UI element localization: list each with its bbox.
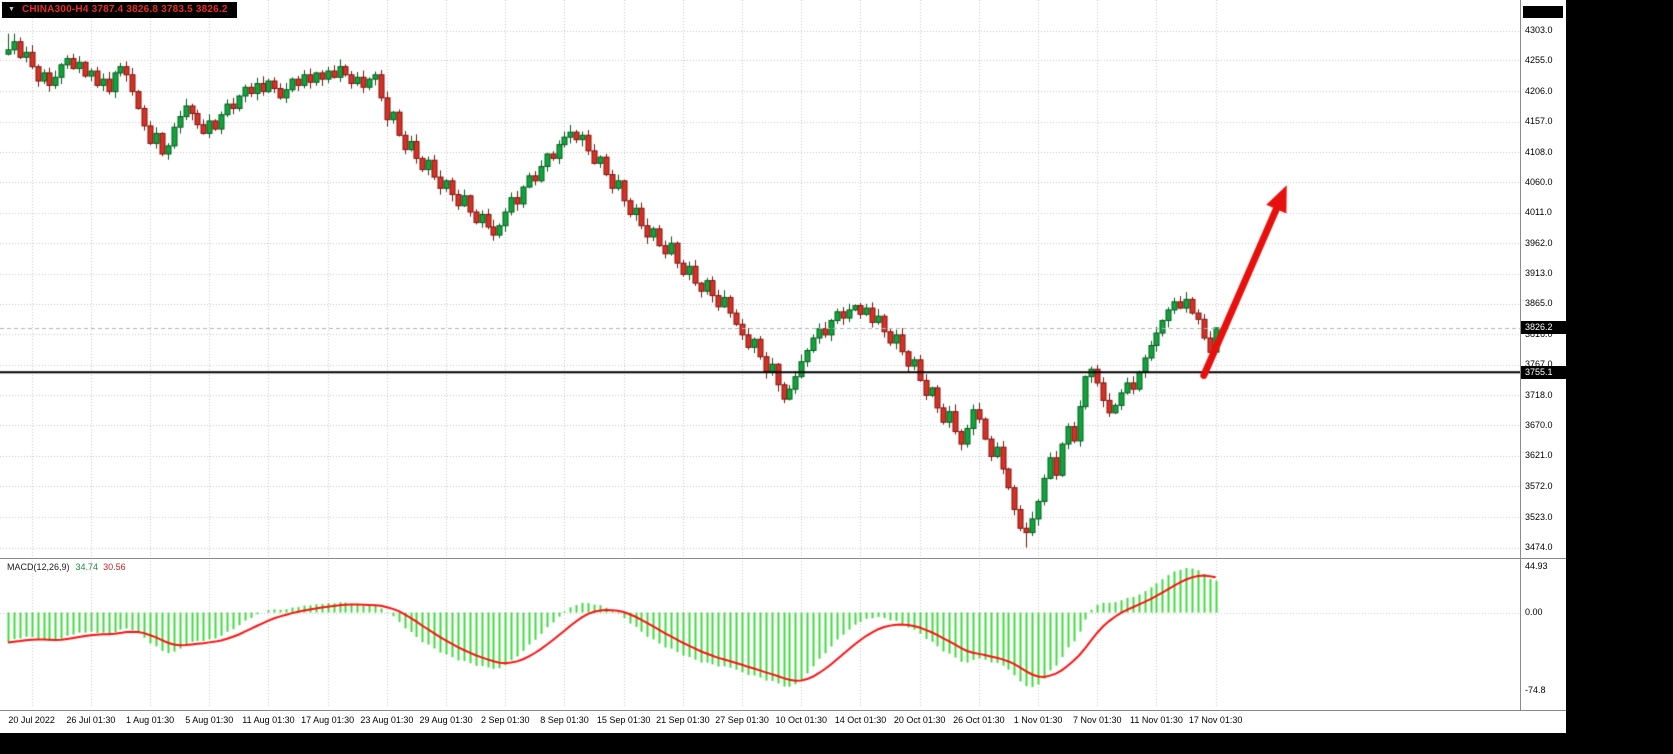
- macd-main-value: 34.74: [75, 562, 99, 572]
- current-price-badge: 3826.2: [1521, 321, 1566, 335]
- price-axis-label: 3767.0: [1525, 359, 1553, 370]
- price-axis-label: 4157.0: [1525, 116, 1553, 127]
- price-axis-label: 3962.0: [1525, 237, 1553, 248]
- price-axis-label: 3572.0: [1525, 480, 1553, 491]
- price-axis-label: 4060.0: [1525, 176, 1553, 187]
- time-axis-label: 29 Aug 01:30: [419, 715, 473, 725]
- chart-symbol-ohlc: CHINA300-H4 3787.4 3826.8 3783.5 3826.2: [21, 4, 228, 15]
- macd-name: MACD(12,26,9): [7, 562, 70, 572]
- time-axis[interactable]: 20 Jul 2022 26 Jul 01:30 1 Aug 01:30 5 Aug …: [0, 710, 1566, 733]
- price-axis-label: 3670.0: [1525, 419, 1553, 430]
- time-axis-label: 7 Nov 01:30: [1072, 715, 1122, 725]
- price-axis-label: 3523.0: [1525, 511, 1553, 522]
- time-axis-label: 26 Jul 01:30: [66, 715, 116, 725]
- price-axis-label: 4303.0: [1525, 25, 1553, 35]
- macd-axis-label: -74.8: [1525, 684, 1546, 695]
- time-axis-label: 21 Sep 01:30: [656, 715, 710, 725]
- time-axis-label: 17 Nov 01:30: [1188, 715, 1243, 725]
- time-axis-label: 11 Nov 01:30: [1130, 715, 1183, 725]
- macd-indicator-label: MACD(12,26,9) 34.74 30.56: [7, 562, 126, 572]
- time-axis-label: 15 Sep 01:30: [596, 715, 651, 725]
- time-axis-label: 23 Aug 01:30: [360, 715, 414, 725]
- time-axis-label: 20 Oct 01:30: [893, 715, 946, 725]
- macd-signal-value: 30.56: [103, 562, 126, 572]
- price-axis-label: 3913.0: [1525, 268, 1553, 279]
- price-axis-label: 3474.0: [1525, 542, 1553, 553]
- symbol-dropdown-icon[interactable]: ▼: [8, 5, 15, 13]
- time-axis-label: 5 Aug 01:30: [185, 715, 234, 725]
- time-axis-label: 10 Oct 01:30: [775, 715, 828, 725]
- time-axis-label: 27 Sep 01:30: [715, 715, 769, 725]
- time-axis-label: 20 Jul 2022: [8, 715, 55, 725]
- price-axis-label: 3865.0: [1525, 298, 1553, 309]
- time-axis-label: 8 Sep 01:30: [540, 715, 589, 725]
- time-axis-label: 26 Oct 01:30: [953, 715, 1005, 725]
- macd-axis-label: 0.00: [1525, 607, 1543, 618]
- hline-price-badge: 3755.1: [1521, 365, 1566, 379]
- time-axis-label: 1 Aug 01:30: [126, 715, 175, 725]
- price-axis-top-marker: [1523, 6, 1563, 18]
- price-axis-label: 4206.0: [1525, 85, 1553, 96]
- pane-splitter[interactable]: [0, 558, 1566, 559]
- price-axis-label: 3621.0: [1525, 450, 1553, 461]
- price-axis-label: 4108.0: [1525, 146, 1553, 157]
- chart-window: ▼ CHINA300-H4 3787.4 3826.8 3783.5 3826.…: [0, 0, 1566, 733]
- time-axis-label: 17 Aug 01:30: [301, 715, 355, 725]
- price-axis-label: 4011.0: [1525, 207, 1552, 218]
- chart-canvas[interactable]: [0, 0, 1520, 710]
- macd-axis-label: 44.93: [1525, 560, 1548, 571]
- price-axis[interactable]: 3826.2 3755.1 4303.0 4255.0 4206.0 4157.0 41…: [1520, 0, 1566, 710]
- time-axis-label: 2 Sep 01:30: [480, 715, 530, 725]
- time-axis-label: 11 Aug 01:30: [242, 715, 295, 725]
- chart-title-bar: ▼ CHINA300-H4 3787.4 3826.8 3783.5 3826.…: [2, 2, 237, 18]
- time-axis-label: 1 Nov 01:30: [1013, 715, 1063, 725]
- time-axis-label: 14 Oct 01:30: [834, 715, 887, 725]
- price-axis-label: 3718.0: [1525, 389, 1553, 400]
- price-axis-label: 4255.0: [1525, 54, 1553, 65]
